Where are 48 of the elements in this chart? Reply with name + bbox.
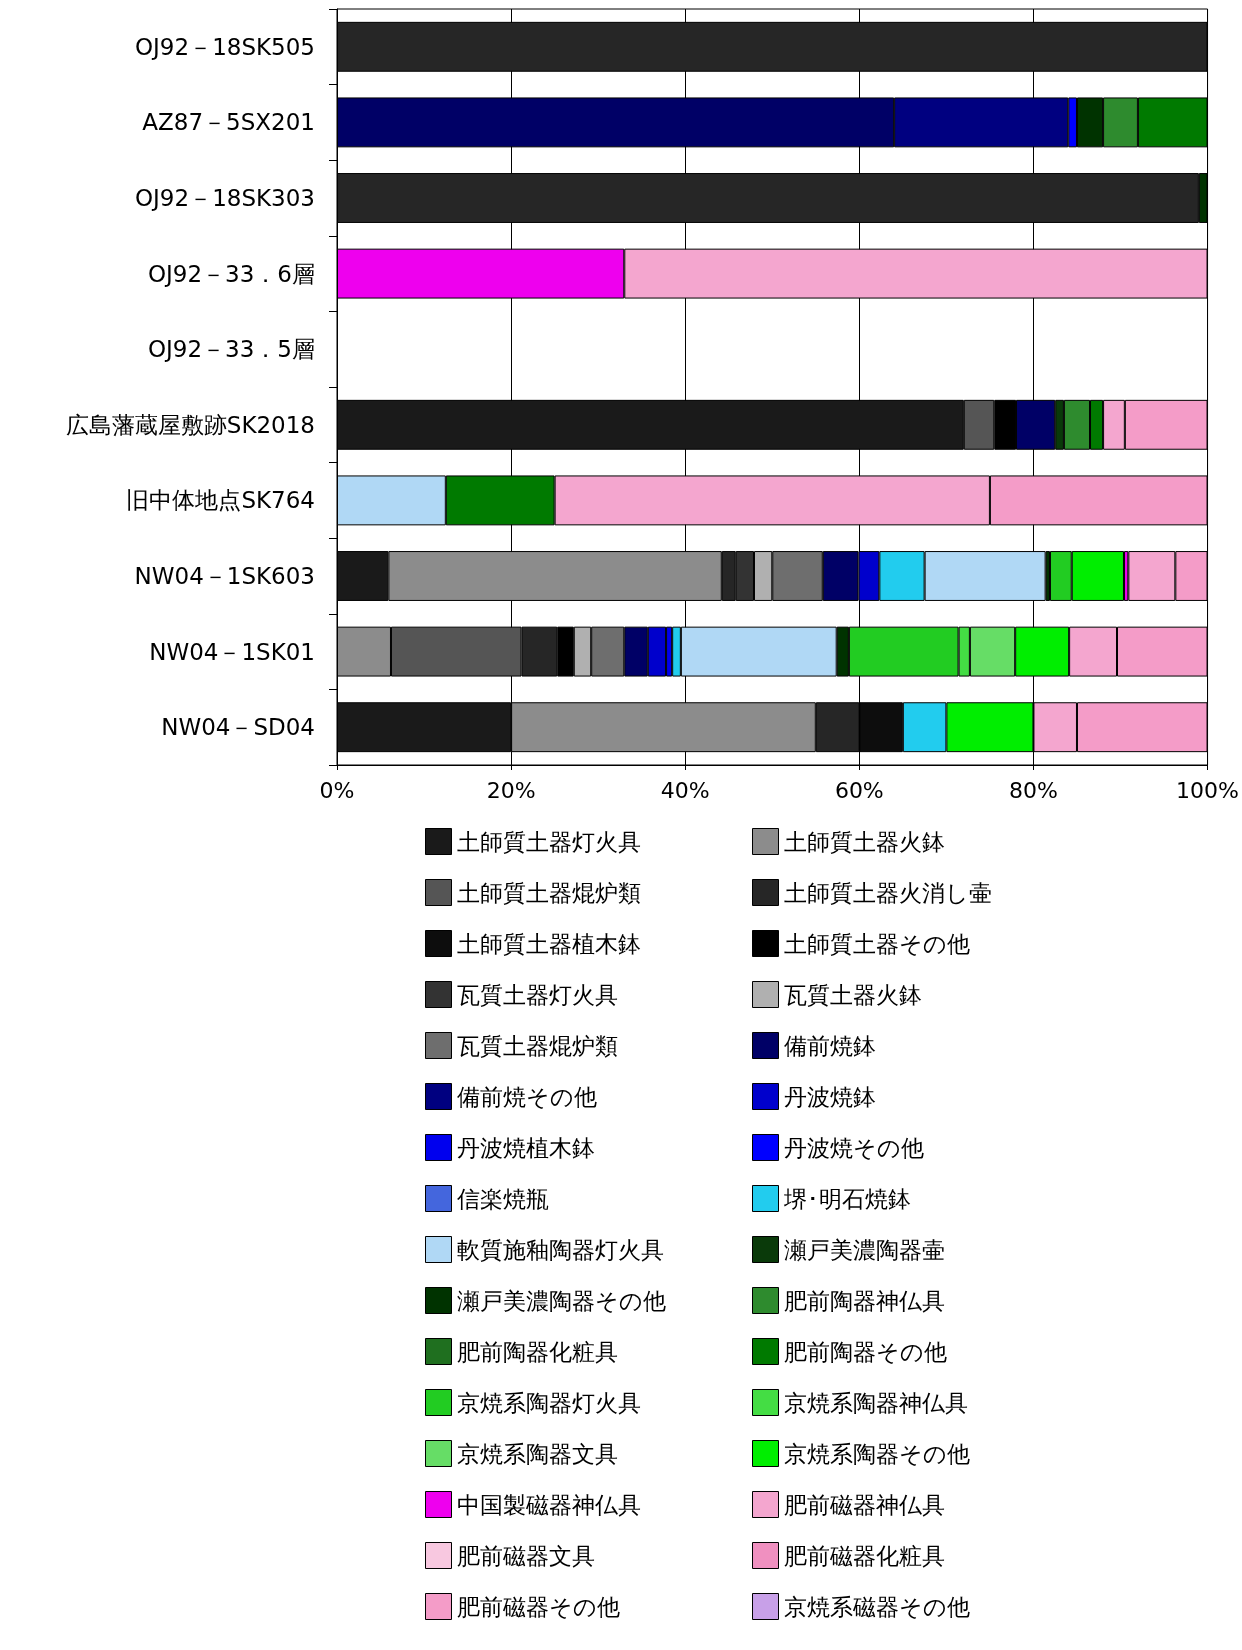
legend-label: 信楽焼瓶: [456, 1185, 549, 1212]
legend-label: 肥前磁器化粧具: [783, 1542, 945, 1569]
x-tick-label: 20%: [486, 777, 536, 803]
y-tick-label: 広島藩蔵屋敷跡SK2018: [65, 411, 315, 438]
legend-label: 土師質土器その他: [783, 930, 970, 957]
x-tick-label: 100%: [1176, 777, 1240, 803]
legend-label: 肥前陶器化粧具: [456, 1338, 618, 1365]
legend-label: 肥前磁器その他: [456, 1593, 620, 1620]
legend-label: 京焼系陶器文具: [456, 1440, 618, 1467]
x-tick-label: 80%: [1008, 777, 1058, 803]
legend-label: 瓦質土器火鉢: [783, 981, 922, 1008]
legend-label: 瓦質土器焜炉類: [456, 1032, 618, 1059]
legend-label: 中国製磁器神仏具: [456, 1491, 641, 1518]
y-tick-label: 旧中体地点SK764: [126, 487, 315, 514]
legend-label: 瓦質土器灯火具: [456, 981, 618, 1008]
legend-label: 備前焼鉢: [783, 1032, 876, 1059]
x-tick-label: 60%: [834, 777, 884, 803]
y-tick-label: AZ87－5SX201: [142, 109, 315, 136]
y-tick-label: NW04－1SK603: [134, 563, 315, 589]
legend-label: 軟質施釉陶器灯火具: [456, 1236, 664, 1263]
legend-label: 土師質土器火鉢: [783, 828, 945, 855]
legend-label: 京焼系陶器灯火具: [456, 1389, 641, 1416]
y-tick-label: NW04－SD04: [161, 714, 315, 741]
x-tick-label: 0%: [319, 777, 355, 803]
legend-label: 肥前陶器神仏具: [783, 1287, 945, 1314]
legend-label: 土師質土器灯火具: [456, 828, 641, 855]
legend-label: 備前焼その他: [456, 1083, 597, 1110]
legend-label: 土師質土器焜炉類: [456, 879, 641, 906]
x-tick-label: 40%: [660, 777, 710, 803]
legend-label: 京焼系陶器その他: [783, 1440, 970, 1467]
y-tick-label: OJ92－18SK505: [134, 33, 315, 60]
legend-label: 堺･明石焼鉢: [782, 1185, 911, 1212]
legend-label: 京焼系磁器その他: [783, 1593, 970, 1620]
legend-label: 肥前磁器文具: [456, 1542, 595, 1569]
y-tick-label: NW04－1SK01: [149, 638, 315, 665]
legend-label: 肥前磁器神仏具: [783, 1491, 945, 1518]
legend-label: 丹波焼その他: [783, 1134, 924, 1161]
y-tick-label: OJ92－33．6層: [147, 260, 315, 287]
y-tick-label: OJ92－18SK303: [134, 185, 315, 211]
legend-label: 瀬戸美濃陶器その他: [456, 1287, 666, 1314]
legend-label: 丹波焼植木鉢: [456, 1134, 595, 1161]
legend-label: 土師質土器火消し壷: [783, 879, 992, 906]
legend-label: 丹波焼鉢: [783, 1083, 876, 1110]
legend-label: 肥前陶器その他: [783, 1338, 947, 1365]
legend-label: 土師質土器植木鉢: [456, 930, 641, 957]
legend-label: 京焼系陶器神仏具: [783, 1389, 968, 1416]
y-tick-label: OJ92－33．5層: [147, 336, 315, 363]
legend-label: 瀬戸美濃陶器壷: [783, 1236, 945, 1263]
